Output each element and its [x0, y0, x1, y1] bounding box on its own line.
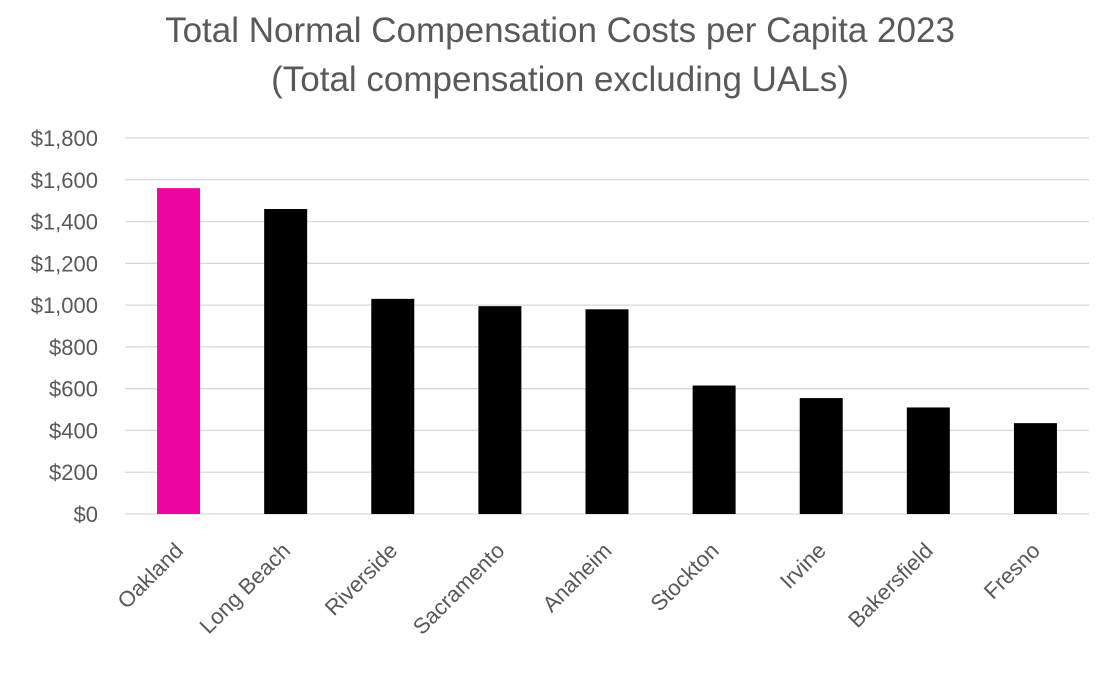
x-tick-label: Long Beach	[194, 538, 295, 639]
y-tick-label: $400	[49, 418, 98, 443]
y-tick-label: $200	[49, 460, 98, 485]
bar-long-beach	[264, 209, 308, 514]
y-tick-label: $1,400	[31, 210, 98, 235]
bars	[157, 188, 1057, 514]
y-tick-label: $1,000	[31, 293, 98, 318]
x-tick-label: Stockton	[645, 538, 723, 616]
y-tick-label: $1,200	[31, 251, 98, 276]
bar-anaheim	[585, 309, 629, 514]
x-tick-label: Bakersfield	[843, 538, 938, 633]
bar-irvine	[799, 398, 843, 514]
x-tick-label: Fresno	[979, 538, 1045, 604]
bar-fresno	[1013, 423, 1057, 514]
y-tick-label: $1,600	[31, 168, 98, 193]
x-tick-label: Anaheim	[537, 538, 616, 617]
x-tick-label: Irvine	[775, 538, 831, 594]
chart-title-line-1: Total Normal Compensation Costs per Capi…	[165, 11, 955, 50]
chart-title-line-2: (Total compensation excluding UALs)	[271, 60, 849, 99]
bar-stockton	[692, 385, 736, 514]
bar-bakersfield	[906, 407, 950, 514]
x-tick-label: Sacramento	[408, 538, 510, 640]
x-tick-label: Riverside	[320, 538, 403, 621]
bar-oakland	[157, 188, 201, 514]
y-axis-tick-labels: $0 $200 $400 $600 $800 $1,000 $1,200 $1,400 $1,6…	[31, 126, 98, 527]
bar-sacramento	[478, 306, 522, 514]
chart-title: Total Normal Compensation Costs per Capi…	[0, 6, 1110, 104]
x-axis-category-labels: Oakland Long Beach Riverside Sacramento Anah…	[112, 538, 1045, 640]
y-tick-label: $600	[49, 377, 98, 402]
y-tick-label: $1,800	[31, 126, 98, 151]
x-tick-label: Oakland	[112, 538, 188, 614]
y-tick-label: $0	[74, 502, 98, 527]
y-tick-label: $800	[49, 335, 98, 360]
bar-riverside	[371, 298, 415, 514]
